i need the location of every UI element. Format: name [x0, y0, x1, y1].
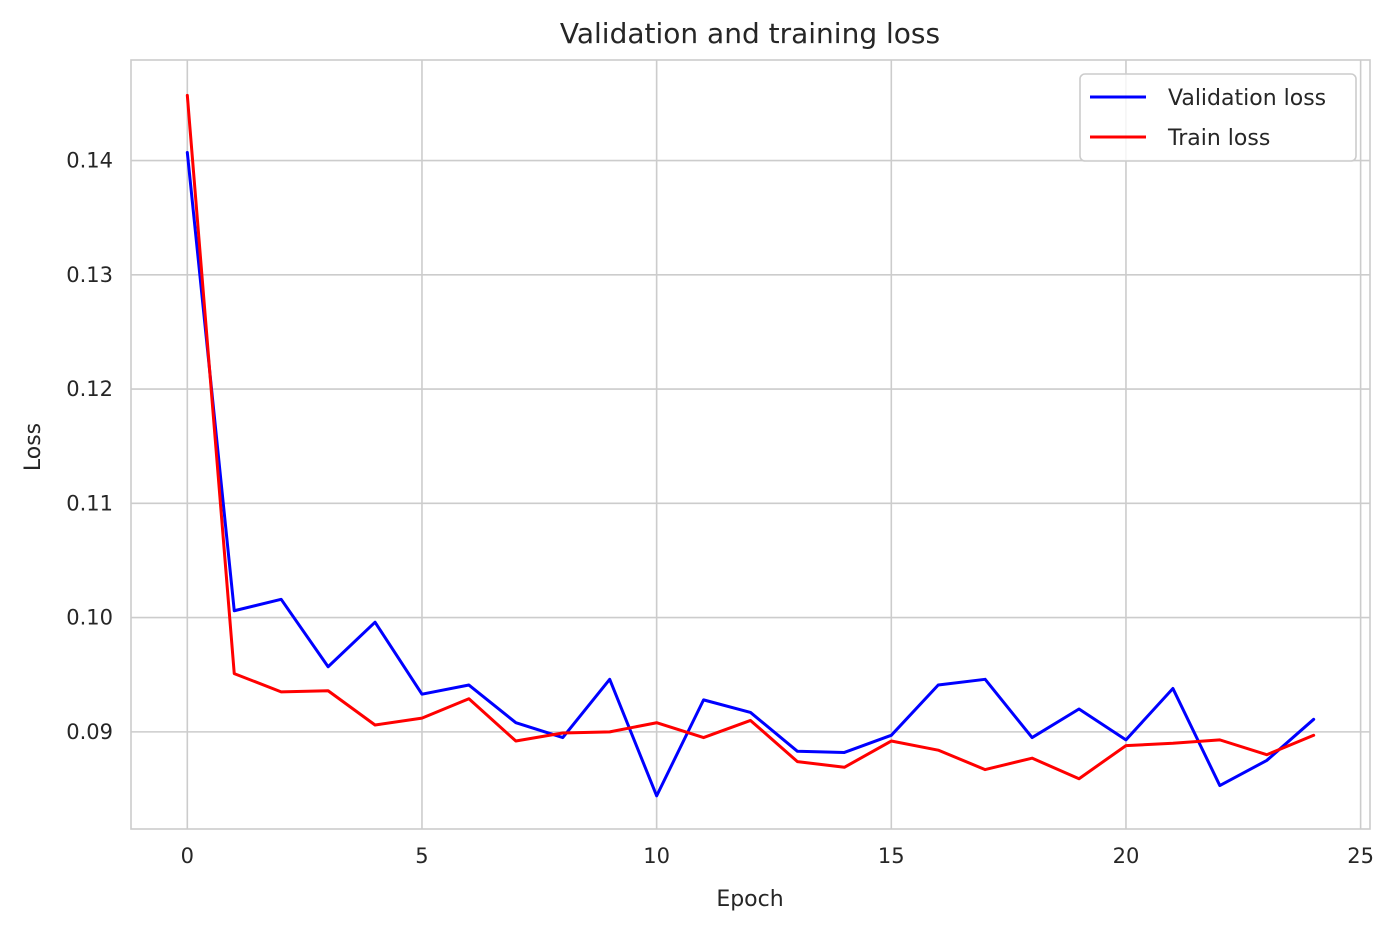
y-tick-label: 0.14: [66, 149, 113, 173]
series-line-train-loss: [185, 93, 1316, 781]
legend: Validation loss Train loss: [1079, 73, 1357, 162]
x-tick-label: 15: [878, 844, 905, 868]
y-tick-label: 0.11: [66, 491, 113, 515]
x-axis-label: Epoch: [716, 887, 783, 912]
y-axis-label: Loss: [21, 423, 46, 471]
x-tick-label: 20: [1113, 844, 1140, 868]
chart-title: Validation and training loss: [560, 17, 940, 50]
y-tick-label: 0.12: [66, 377, 113, 401]
x-tick-label: 25: [1347, 844, 1374, 868]
plot-frame: [130, 59, 1371, 830]
x-tick-label: 0: [181, 844, 194, 868]
y-tick-label: 0.09: [66, 720, 113, 744]
x-tick-label: 10: [643, 844, 670, 868]
y-tick-label: 0.10: [66, 606, 113, 630]
legend-box: [1079, 73, 1357, 162]
series-layer: [185, 93, 1316, 798]
series-line-validation-loss: [185, 151, 1316, 798]
y-tick-label: 0.13: [66, 263, 113, 287]
tick-labels: 0 5 10 15 20 25 0.09 0.10 0.11 0.12 0.13 0.14: [66, 149, 1374, 868]
legend-label-validation-loss: Validation loss: [1168, 86, 1326, 111]
grid: [131, 60, 1370, 829]
legend-label-train-loss: Train loss: [1167, 126, 1270, 151]
x-tick-label: 5: [415, 844, 428, 868]
